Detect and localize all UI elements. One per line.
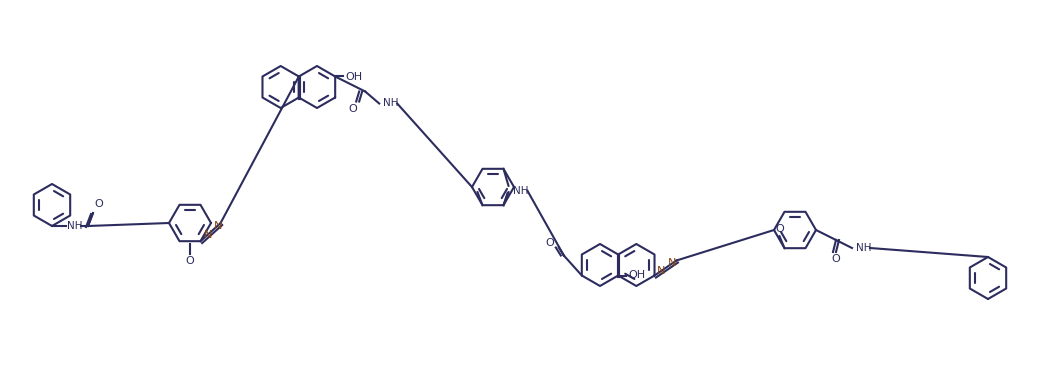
- Text: OH: OH: [629, 271, 645, 281]
- Text: NH: NH: [514, 186, 529, 196]
- Text: O: O: [775, 224, 783, 234]
- Text: N: N: [204, 230, 212, 240]
- Text: N: N: [214, 221, 223, 231]
- Text: OH: OH: [345, 72, 362, 82]
- Text: O: O: [94, 199, 103, 209]
- Text: NH: NH: [856, 243, 871, 253]
- Text: N: N: [657, 267, 665, 276]
- Text: NH: NH: [67, 221, 83, 231]
- Text: O: O: [832, 254, 840, 264]
- Text: O: O: [185, 256, 195, 266]
- Text: NH: NH: [383, 99, 399, 108]
- Text: O: O: [348, 103, 357, 113]
- Text: N: N: [668, 259, 677, 269]
- Text: O: O: [545, 238, 553, 248]
